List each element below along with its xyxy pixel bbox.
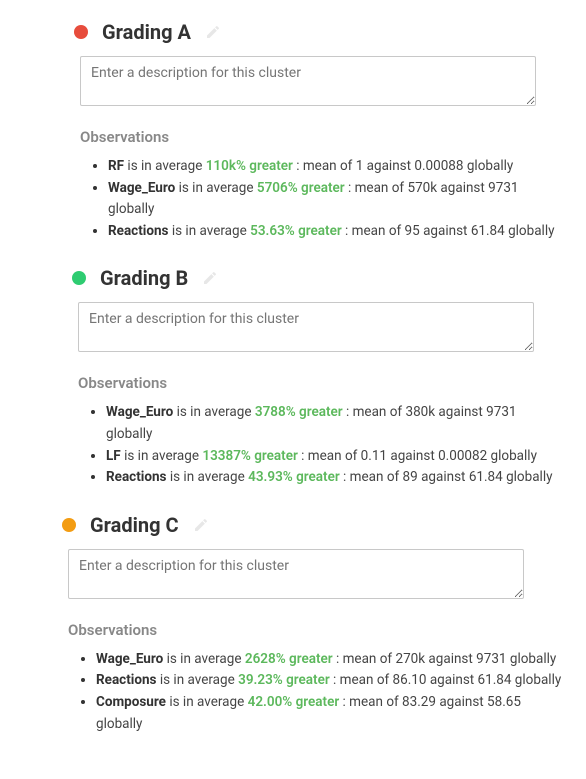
observation-pct: 5706% greater — [257, 180, 345, 196]
observation-feature: Composure — [96, 694, 166, 710]
edit-button[interactable] — [202, 270, 218, 286]
observation-pct: 3788% greater — [255, 404, 343, 420]
cluster-header: Grading C — [20, 513, 566, 537]
pencil-icon[interactable] — [193, 517, 209, 533]
observation-tail: : mean of 95 against 61.84 globally — [342, 223, 555, 239]
observation-feature: Reactions — [108, 223, 168, 239]
observation-mid: is in average — [168, 223, 250, 239]
cluster-title: Grading B — [100, 266, 188, 290]
observation-tail: : mean of 1 against 0.00088 globally — [293, 158, 513, 174]
observation-feature: RF — [108, 158, 124, 174]
observation-feature: Wage_Euro — [106, 404, 173, 420]
observations-list: Wage_Euro is in average 2628% greater : … — [78, 649, 566, 735]
cluster-header: Grading B — [20, 266, 566, 290]
observation-feature: Wage_Euro — [108, 180, 175, 196]
observation-feature: Reactions — [96, 672, 156, 688]
observation-tail: : mean of 89 against 61.84 globally — [340, 469, 553, 485]
cluster-description-input[interactable] — [80, 56, 536, 106]
observation-pct: 42.00% greater — [248, 694, 340, 710]
observation-mid: is in average — [163, 651, 245, 667]
observation-item: Wage_Euro is in average 2628% greater : … — [96, 649, 566, 671]
observation-feature: LF — [106, 448, 121, 464]
observation-mid: is in average — [175, 180, 257, 196]
cluster-dot — [72, 271, 86, 285]
observation-item: Reactions is in average 53.63% greater :… — [108, 221, 566, 243]
observations-list: Wage_Euro is in average 3788% greater : … — [88, 402, 566, 488]
observation-item: Reactions is in average 43.93% greater :… — [106, 467, 566, 489]
observations-heading: Observations — [68, 621, 566, 639]
observations-heading: Observations — [80, 128, 566, 146]
edit-button[interactable] — [205, 24, 221, 40]
cluster-title: Grading C — [90, 513, 179, 537]
observation-item: Reactions is in average 39.23% greater :… — [96, 670, 566, 692]
observations-list: RF is in average 110k% greater : mean of… — [90, 156, 566, 242]
pencil-icon[interactable] — [205, 24, 221, 40]
observation-feature: Wage_Euro — [96, 651, 163, 667]
observation-pct: 110k% greater — [206, 158, 293, 174]
cluster-section: Grading B Observations Wage_Euro is in ave… — [20, 266, 566, 488]
cluster-title: Grading A — [102, 20, 191, 44]
observation-mid: is in average — [124, 158, 206, 174]
cluster-dot — [62, 518, 76, 532]
observation-item: Wage_Euro is in average 3788% greater : … — [106, 402, 566, 445]
observation-mid: is in average — [156, 672, 238, 688]
cluster-description-input[interactable] — [68, 549, 524, 599]
observation-mid: is in average — [166, 469, 248, 485]
observation-tail: : mean of 86.10 against 61.84 globally — [330, 672, 562, 688]
observation-feature: Reactions — [106, 469, 166, 485]
cluster-description-input[interactable] — [78, 302, 534, 352]
observation-item: Composure is in average 42.00% greater :… — [96, 692, 566, 735]
cluster-section: Grading C Observations Wage_Euro is in ave… — [20, 513, 566, 735]
observation-pct: 53.63% greater — [250, 223, 342, 239]
observations-heading: Observations — [78, 374, 566, 392]
observation-tail: : mean of 0.11 against 0.00082 globally — [298, 448, 537, 464]
observation-mid: is in average — [166, 694, 248, 710]
observation-mid: is in average — [121, 448, 203, 464]
observation-mid: is in average — [173, 404, 255, 420]
edit-button[interactable] — [193, 517, 209, 533]
pencil-icon[interactable] — [202, 270, 218, 286]
observation-pct: 13387% greater — [202, 448, 297, 464]
observation-pct: 39.23% greater — [238, 672, 330, 688]
observation-item: Wage_Euro is in average 5706% greater : … — [108, 178, 566, 221]
observation-pct: 43.93% greater — [248, 469, 340, 485]
observation-pct: 2628% greater — [245, 651, 333, 667]
cluster-header: Grading A — [20, 20, 566, 44]
observation-tail: : mean of 270k against 9731 globally — [333, 651, 557, 667]
cluster-section: Grading A Observations RF is in average 11… — [20, 20, 566, 242]
observation-item: LF is in average 13387% greater : mean o… — [106, 446, 566, 468]
cluster-dot — [74, 25, 88, 39]
observation-item: RF is in average 110k% greater : mean of… — [108, 156, 566, 178]
